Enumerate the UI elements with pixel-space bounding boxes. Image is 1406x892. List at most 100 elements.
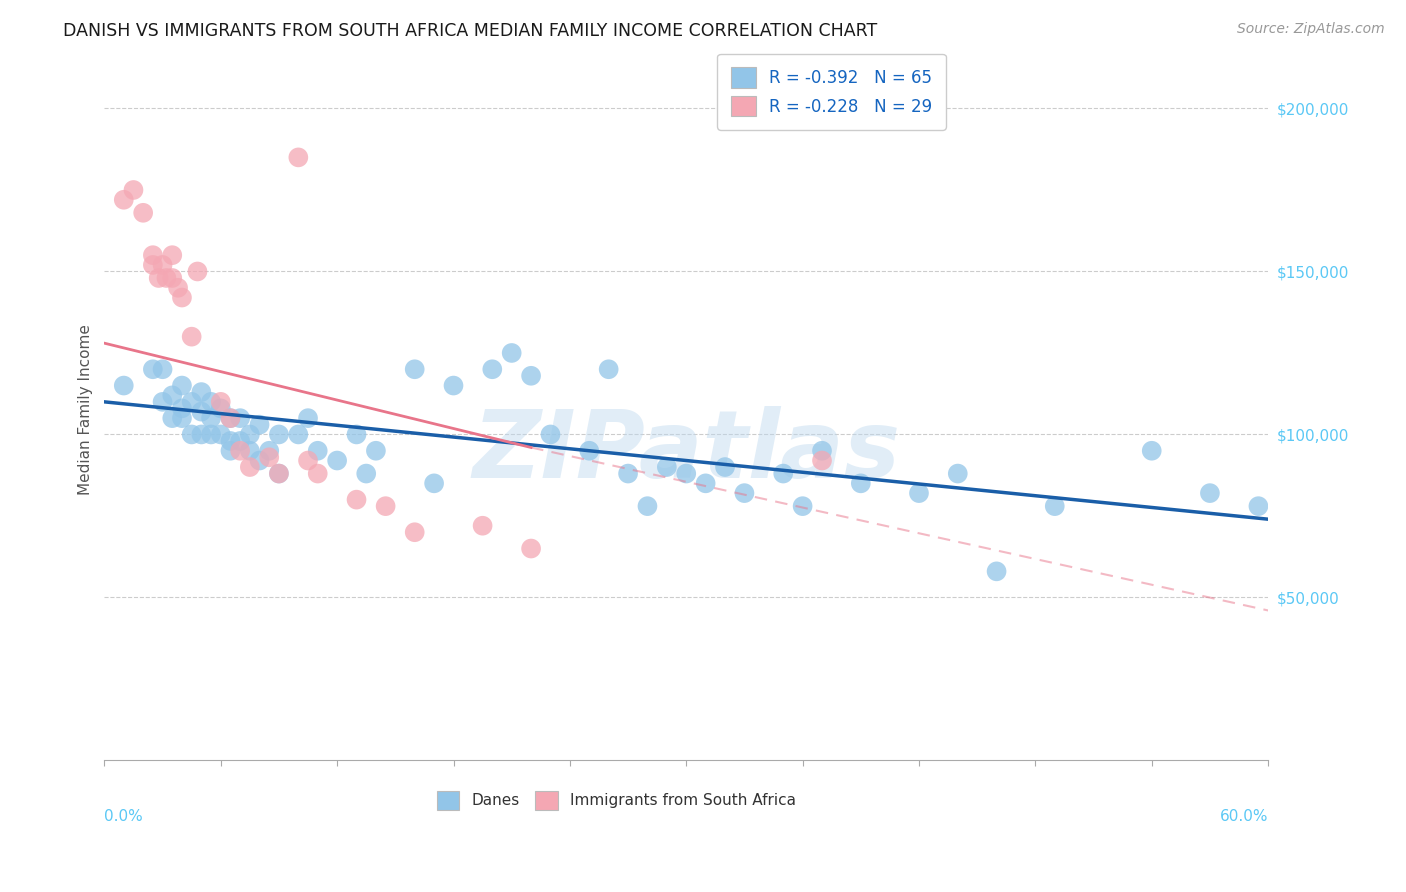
- Point: [986, 565, 1008, 579]
- Point: [307, 443, 329, 458]
- Point: [655, 460, 678, 475]
- Point: [346, 492, 368, 507]
- Point: [239, 427, 262, 442]
- Point: [326, 453, 349, 467]
- Point: [481, 362, 503, 376]
- Point: [636, 499, 658, 513]
- Point: [811, 443, 834, 458]
- Point: [598, 362, 620, 376]
- Point: [257, 450, 280, 465]
- Point: [404, 362, 426, 376]
- Point: [257, 443, 280, 458]
- Point: [209, 395, 232, 409]
- Point: [1247, 499, 1270, 513]
- Point: [112, 193, 135, 207]
- Point: [617, 467, 640, 481]
- Point: [520, 368, 543, 383]
- Point: [520, 541, 543, 556]
- Point: [714, 460, 737, 475]
- Point: [190, 427, 212, 442]
- Point: [229, 434, 252, 448]
- Point: [190, 385, 212, 400]
- Point: [152, 395, 174, 409]
- Point: [142, 362, 165, 376]
- Point: [307, 467, 329, 481]
- Point: [167, 281, 190, 295]
- Point: [471, 518, 494, 533]
- Point: [162, 388, 184, 402]
- Point: [229, 443, 252, 458]
- Point: [142, 258, 165, 272]
- Point: [170, 291, 193, 305]
- Point: [675, 467, 697, 481]
- Point: [219, 411, 242, 425]
- Point: [908, 486, 931, 500]
- Point: [423, 476, 446, 491]
- Point: [112, 378, 135, 392]
- Point: [209, 427, 232, 442]
- Point: [239, 443, 262, 458]
- Point: [219, 443, 242, 458]
- Point: [132, 206, 155, 220]
- Point: [772, 467, 794, 481]
- Point: [162, 411, 184, 425]
- Point: [239, 460, 262, 475]
- Point: [249, 417, 271, 432]
- Point: [849, 476, 872, 491]
- Text: ZIPatlas: ZIPatlas: [472, 406, 900, 498]
- Point: [374, 499, 396, 513]
- Point: [1043, 499, 1066, 513]
- Point: [152, 362, 174, 376]
- Point: [180, 395, 202, 409]
- Point: [122, 183, 145, 197]
- Point: [267, 467, 290, 481]
- Point: [249, 453, 271, 467]
- Point: [229, 411, 252, 425]
- Point: [297, 453, 319, 467]
- Point: [267, 427, 290, 442]
- Point: [287, 427, 309, 442]
- Point: [1140, 443, 1163, 458]
- Point: [540, 427, 562, 442]
- Point: [443, 378, 465, 392]
- Point: [219, 434, 242, 448]
- Point: [792, 499, 814, 513]
- Point: [170, 411, 193, 425]
- Point: [209, 401, 232, 416]
- Point: [695, 476, 717, 491]
- Point: [180, 329, 202, 343]
- Point: [354, 467, 377, 481]
- Text: 0.0%: 0.0%: [104, 809, 143, 824]
- Point: [200, 427, 222, 442]
- Point: [404, 525, 426, 540]
- Point: [148, 271, 170, 285]
- Point: [578, 443, 600, 458]
- Y-axis label: Median Family Income: Median Family Income: [79, 325, 93, 495]
- Point: [180, 427, 202, 442]
- Legend: Danes, Immigrants from South Africa: Danes, Immigrants from South Africa: [430, 785, 803, 816]
- Point: [1199, 486, 1222, 500]
- Point: [267, 467, 290, 481]
- Point: [200, 395, 222, 409]
- Point: [170, 378, 193, 392]
- Point: [219, 411, 242, 425]
- Point: [152, 258, 174, 272]
- Text: Source: ZipAtlas.com: Source: ZipAtlas.com: [1237, 22, 1385, 37]
- Text: 60.0%: 60.0%: [1219, 809, 1268, 824]
- Point: [811, 453, 834, 467]
- Point: [297, 411, 319, 425]
- Point: [142, 248, 165, 262]
- Point: [170, 401, 193, 416]
- Point: [346, 427, 368, 442]
- Point: [946, 467, 969, 481]
- Point: [155, 271, 177, 285]
- Point: [186, 264, 208, 278]
- Text: DANISH VS IMMIGRANTS FROM SOUTH AFRICA MEDIAN FAMILY INCOME CORRELATION CHART: DANISH VS IMMIGRANTS FROM SOUTH AFRICA M…: [63, 22, 877, 40]
- Point: [733, 486, 755, 500]
- Point: [190, 404, 212, 418]
- Point: [200, 411, 222, 425]
- Point: [364, 443, 387, 458]
- Point: [287, 150, 309, 164]
- Point: [162, 248, 184, 262]
- Point: [501, 346, 523, 360]
